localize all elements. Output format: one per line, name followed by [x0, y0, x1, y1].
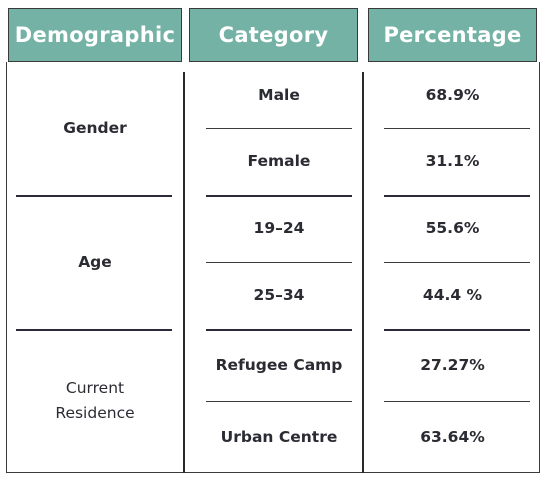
category-cell: 19–24 [253, 219, 305, 237]
group-label-current-residence: Current Residence [55, 379, 135, 422]
row-separator [384, 329, 530, 331]
row-separator [384, 195, 530, 197]
row-separator [384, 128, 530, 129]
header-percentage: Percentage [368, 8, 537, 62]
group-separator [16, 329, 172, 331]
group-separator [16, 195, 172, 197]
category-cell: 25–34 [253, 286, 305, 304]
row-separator [384, 401, 530, 402]
row-separator [206, 262, 352, 263]
category-cell: Urban Centre [220, 427, 338, 446]
category-cell: Male [258, 85, 300, 104]
percentage-cell: 55.6% [425, 219, 480, 237]
column-divider-1 [183, 72, 185, 473]
row-separator [206, 195, 352, 197]
row-separator [206, 329, 352, 331]
header-category: Category [189, 8, 358, 62]
table-body-frame [6, 62, 540, 473]
percentage-cell: 63.64% [420, 427, 485, 446]
row-separator [206, 401, 352, 402]
row-separator [384, 262, 530, 263]
percentage-cell: 27.27% [420, 355, 485, 374]
group-label-age: Age [78, 252, 112, 271]
group-label-gender: Gender [63, 119, 127, 137]
column-divider-2 [362, 72, 364, 473]
row-separator [206, 128, 352, 129]
category-cell: Refugee Camp [215, 355, 343, 374]
percentage-cell: 68.9% [425, 85, 480, 104]
percentage-cell: 44.4 % [422, 286, 483, 304]
header-demographic: Demographic [8, 8, 182, 62]
category-cell: Female [247, 152, 311, 170]
percentage-cell: 31.1% [425, 152, 480, 170]
